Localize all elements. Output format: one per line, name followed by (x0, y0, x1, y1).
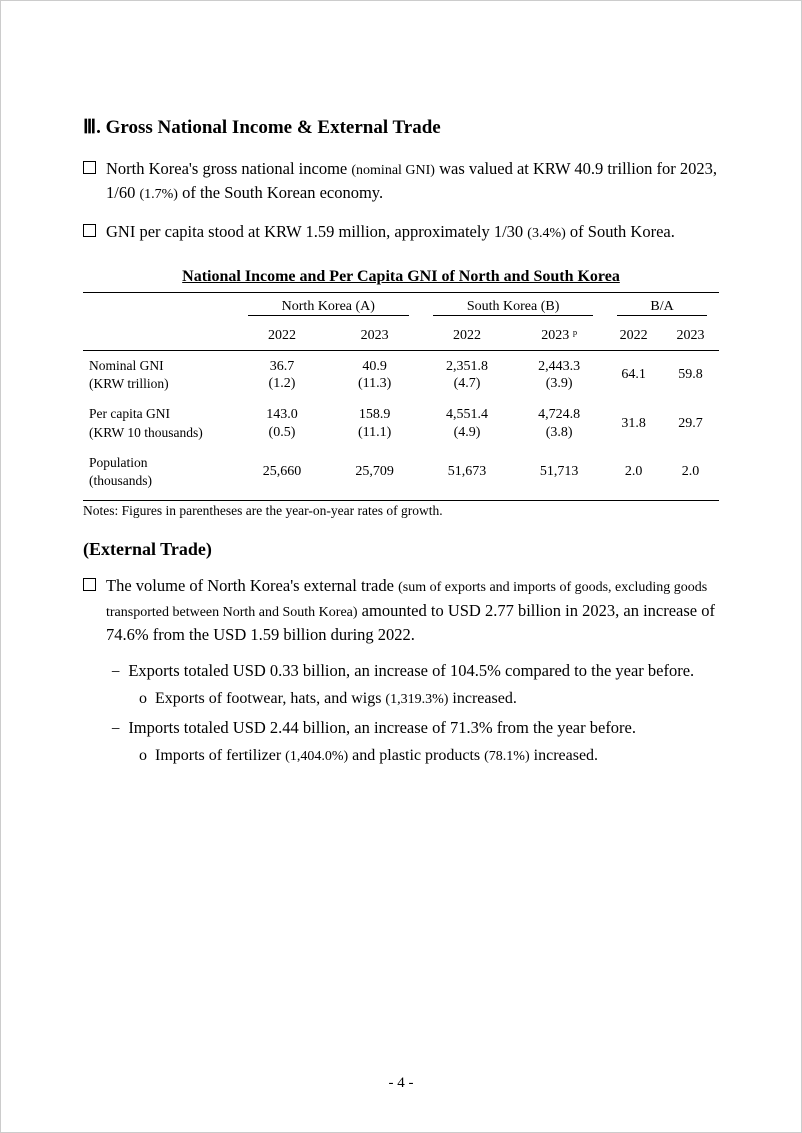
dash-icon: − (111, 662, 120, 682)
table-cell: 31.8 (605, 399, 662, 447)
dash-item: − Exports totaled USD 0.33 billion, an i… (111, 661, 719, 682)
row-label: Population(thousands) (83, 448, 236, 496)
table-cell: 36.7(1.2) (236, 350, 329, 399)
sub-item: o Exports of footwear, hats, and wigs (1… (139, 690, 719, 708)
o-icon: o (139, 747, 147, 765)
table-cell: 143.0(0.5) (236, 399, 329, 447)
dash-item: − Imports totaled USD 2.44 billion, an i… (111, 718, 719, 739)
year-header: 2022 (421, 322, 513, 351)
text-small: (1.7%) (139, 187, 178, 202)
text-segment: increased. (530, 747, 598, 764)
table-title: National Income and Per Capita GNI of No… (83, 268, 719, 286)
subsection-title: (External Trade) (83, 539, 719, 560)
page-number: - 4 - (1, 1075, 801, 1092)
sub-text: Exports of footwear, hats, and wigs (1,3… (155, 690, 517, 708)
section-title: Ⅲ. Gross National Income & External Trad… (83, 116, 719, 139)
dash-text: Exports totaled USD 0.33 billion, an inc… (128, 661, 694, 682)
col-group-label: B/A (617, 299, 707, 316)
bullet-item: GNI per capita stood at KRW 1.59 million… (83, 220, 719, 244)
text-small: (1,319.3%) (385, 692, 448, 707)
sub-item: o Imports of fertilizer (1,404.0%) and p… (139, 747, 719, 765)
sub-text: Imports of fertilizer (1,404.0%) and pla… (155, 747, 598, 765)
text-small: (nominal GNI) (351, 163, 435, 178)
col-group-label: South Korea (B) (433, 299, 593, 316)
table-notes: Notes: Figures in parentheses are the ye… (83, 500, 719, 519)
dash-text: Imports totaled USD 2.44 billion, an inc… (128, 718, 636, 739)
table-cell: 2,351.8(4.7) (421, 350, 513, 399)
table-cell: 2,443.3(3.9) (513, 350, 605, 399)
table-header-row: North Korea (A) South Korea (B) B/A (83, 292, 719, 322)
table-header-row: 2022 2023 2022 2023 ᵖ 2022 2023 (83, 322, 719, 351)
year-header: 2023 (328, 322, 421, 351)
text-segment: The volume of North Korea's external tra… (106, 576, 398, 595)
year-header: 2023 ᵖ (513, 322, 605, 351)
table-cell: 25,660 (236, 448, 329, 496)
bullet-text: The volume of North Korea's external tra… (106, 574, 719, 647)
table-cell: 40.9(11.3) (328, 350, 421, 399)
text-segment: of South Korea. (566, 222, 675, 241)
text-segment: Imports of fertilizer (155, 747, 285, 764)
bullet-text: GNI per capita stood at KRW 1.59 million… (106, 220, 719, 244)
text-segment: GNI per capita stood at KRW 1.59 million… (106, 222, 527, 241)
table-cell: 29.7 (662, 399, 719, 447)
checkbox-icon (83, 161, 96, 174)
table-cell: 59.8 (662, 350, 719, 399)
text-small: (3.4%) (527, 226, 566, 241)
table-row: Per capita GNI(KRW 10 thousands)143.0(0.… (83, 399, 719, 447)
bullet-text: North Korea's gross national income (nom… (106, 157, 719, 206)
bullet-item: The volume of North Korea's external tra… (83, 574, 719, 647)
row-label: Per capita GNI(KRW 10 thousands) (83, 399, 236, 447)
year-header: 2022 (605, 322, 662, 351)
year-header: 2023 (662, 322, 719, 351)
o-icon: o (139, 690, 147, 708)
table-cell: 2.0 (605, 448, 662, 496)
table-cell: 64.1 (605, 350, 662, 399)
table-cell: 4,551.4(4.9) (421, 399, 513, 447)
table-cell: 51,673 (421, 448, 513, 496)
dash-icon: − (111, 719, 120, 739)
table-row: Population(thousands)25,66025,70951,6735… (83, 448, 719, 496)
document-page: Ⅲ. Gross National Income & External Trad… (1, 1, 801, 833)
table-cell: 2.0 (662, 448, 719, 496)
bullet-item: North Korea's gross national income (nom… (83, 157, 719, 206)
row-label: Nominal GNI(KRW trillion) (83, 350, 236, 399)
checkbox-icon (83, 224, 96, 237)
text-segment: Exports of footwear, hats, and wigs (155, 690, 385, 707)
table-cell: 4,724.8(3.8) (513, 399, 605, 447)
text-small: (78.1%) (484, 749, 530, 764)
table-cell: 25,709 (328, 448, 421, 496)
gni-table: North Korea (A) South Korea (B) B/A 2022… (83, 292, 719, 496)
checkbox-icon (83, 578, 96, 591)
text-small: (1,404.0%) (285, 749, 348, 764)
table-cell: 158.9(11.1) (328, 399, 421, 447)
table-row: Nominal GNI(KRW trillion)36.7(1.2)40.9(1… (83, 350, 719, 399)
col-group-label: North Korea (A) (248, 299, 409, 316)
table-cell: 51,713 (513, 448, 605, 496)
text-segment: and plastic products (348, 747, 484, 764)
text-segment: North Korea's gross national income (106, 159, 351, 178)
text-segment: of the South Korean economy. (178, 183, 383, 202)
text-segment: increased. (448, 690, 516, 707)
year-header: 2022 (236, 322, 329, 351)
